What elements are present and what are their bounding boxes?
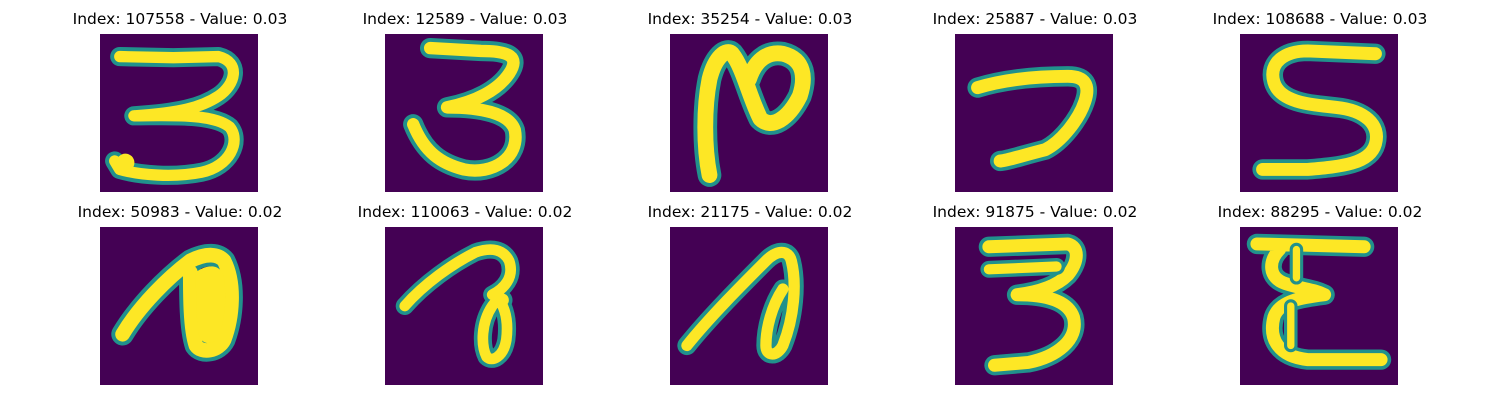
digit-image [955,34,1113,192]
panel: Index: 25887 - Value: 0.03 [915,0,1155,192]
digit-image [955,227,1113,385]
panel: Index: 21175 - Value: 0.02 [630,193,870,385]
panel: Index: 12589 - Value: 0.03 [345,0,585,192]
panel: Index: 108688 - Value: 0.03 [1200,0,1440,192]
digit-image [385,227,543,385]
digit-image [670,34,828,192]
panel: Index: 91875 - Value: 0.02 [915,193,1155,385]
panel: Index: 50983 - Value: 0.02 [60,193,300,385]
panel-title: Index: 91875 - Value: 0.02 [932,203,1138,221]
panel-title: Index: 107558 - Value: 0.03 [72,10,288,28]
panel-title: Index: 12589 - Value: 0.03 [362,10,568,28]
panel: Index: 35254 - Value: 0.03 [630,0,870,192]
digit-image [100,227,258,385]
panel-title: Index: 108688 - Value: 0.03 [1212,10,1428,28]
panel-title: Index: 35254 - Value: 0.03 [647,10,853,28]
digit-image [1240,34,1398,192]
digit-image [385,34,543,192]
panel-title: Index: 25887 - Value: 0.03 [932,10,1138,28]
panel-title: Index: 110063 - Value: 0.02 [357,203,573,221]
panel-title: Index: 21175 - Value: 0.02 [647,203,853,221]
panel-title: Index: 88295 - Value: 0.02 [1217,203,1423,221]
panel: Index: 88295 - Value: 0.02 [1200,193,1440,385]
digit-image [1240,227,1398,385]
digit-image [670,227,828,385]
panel: Index: 110063 - Value: 0.02 [345,193,585,385]
digit-image [100,34,258,192]
panel-title: Index: 50983 - Value: 0.02 [77,203,283,221]
panel: Index: 107558 - Value: 0.03 [60,0,300,192]
